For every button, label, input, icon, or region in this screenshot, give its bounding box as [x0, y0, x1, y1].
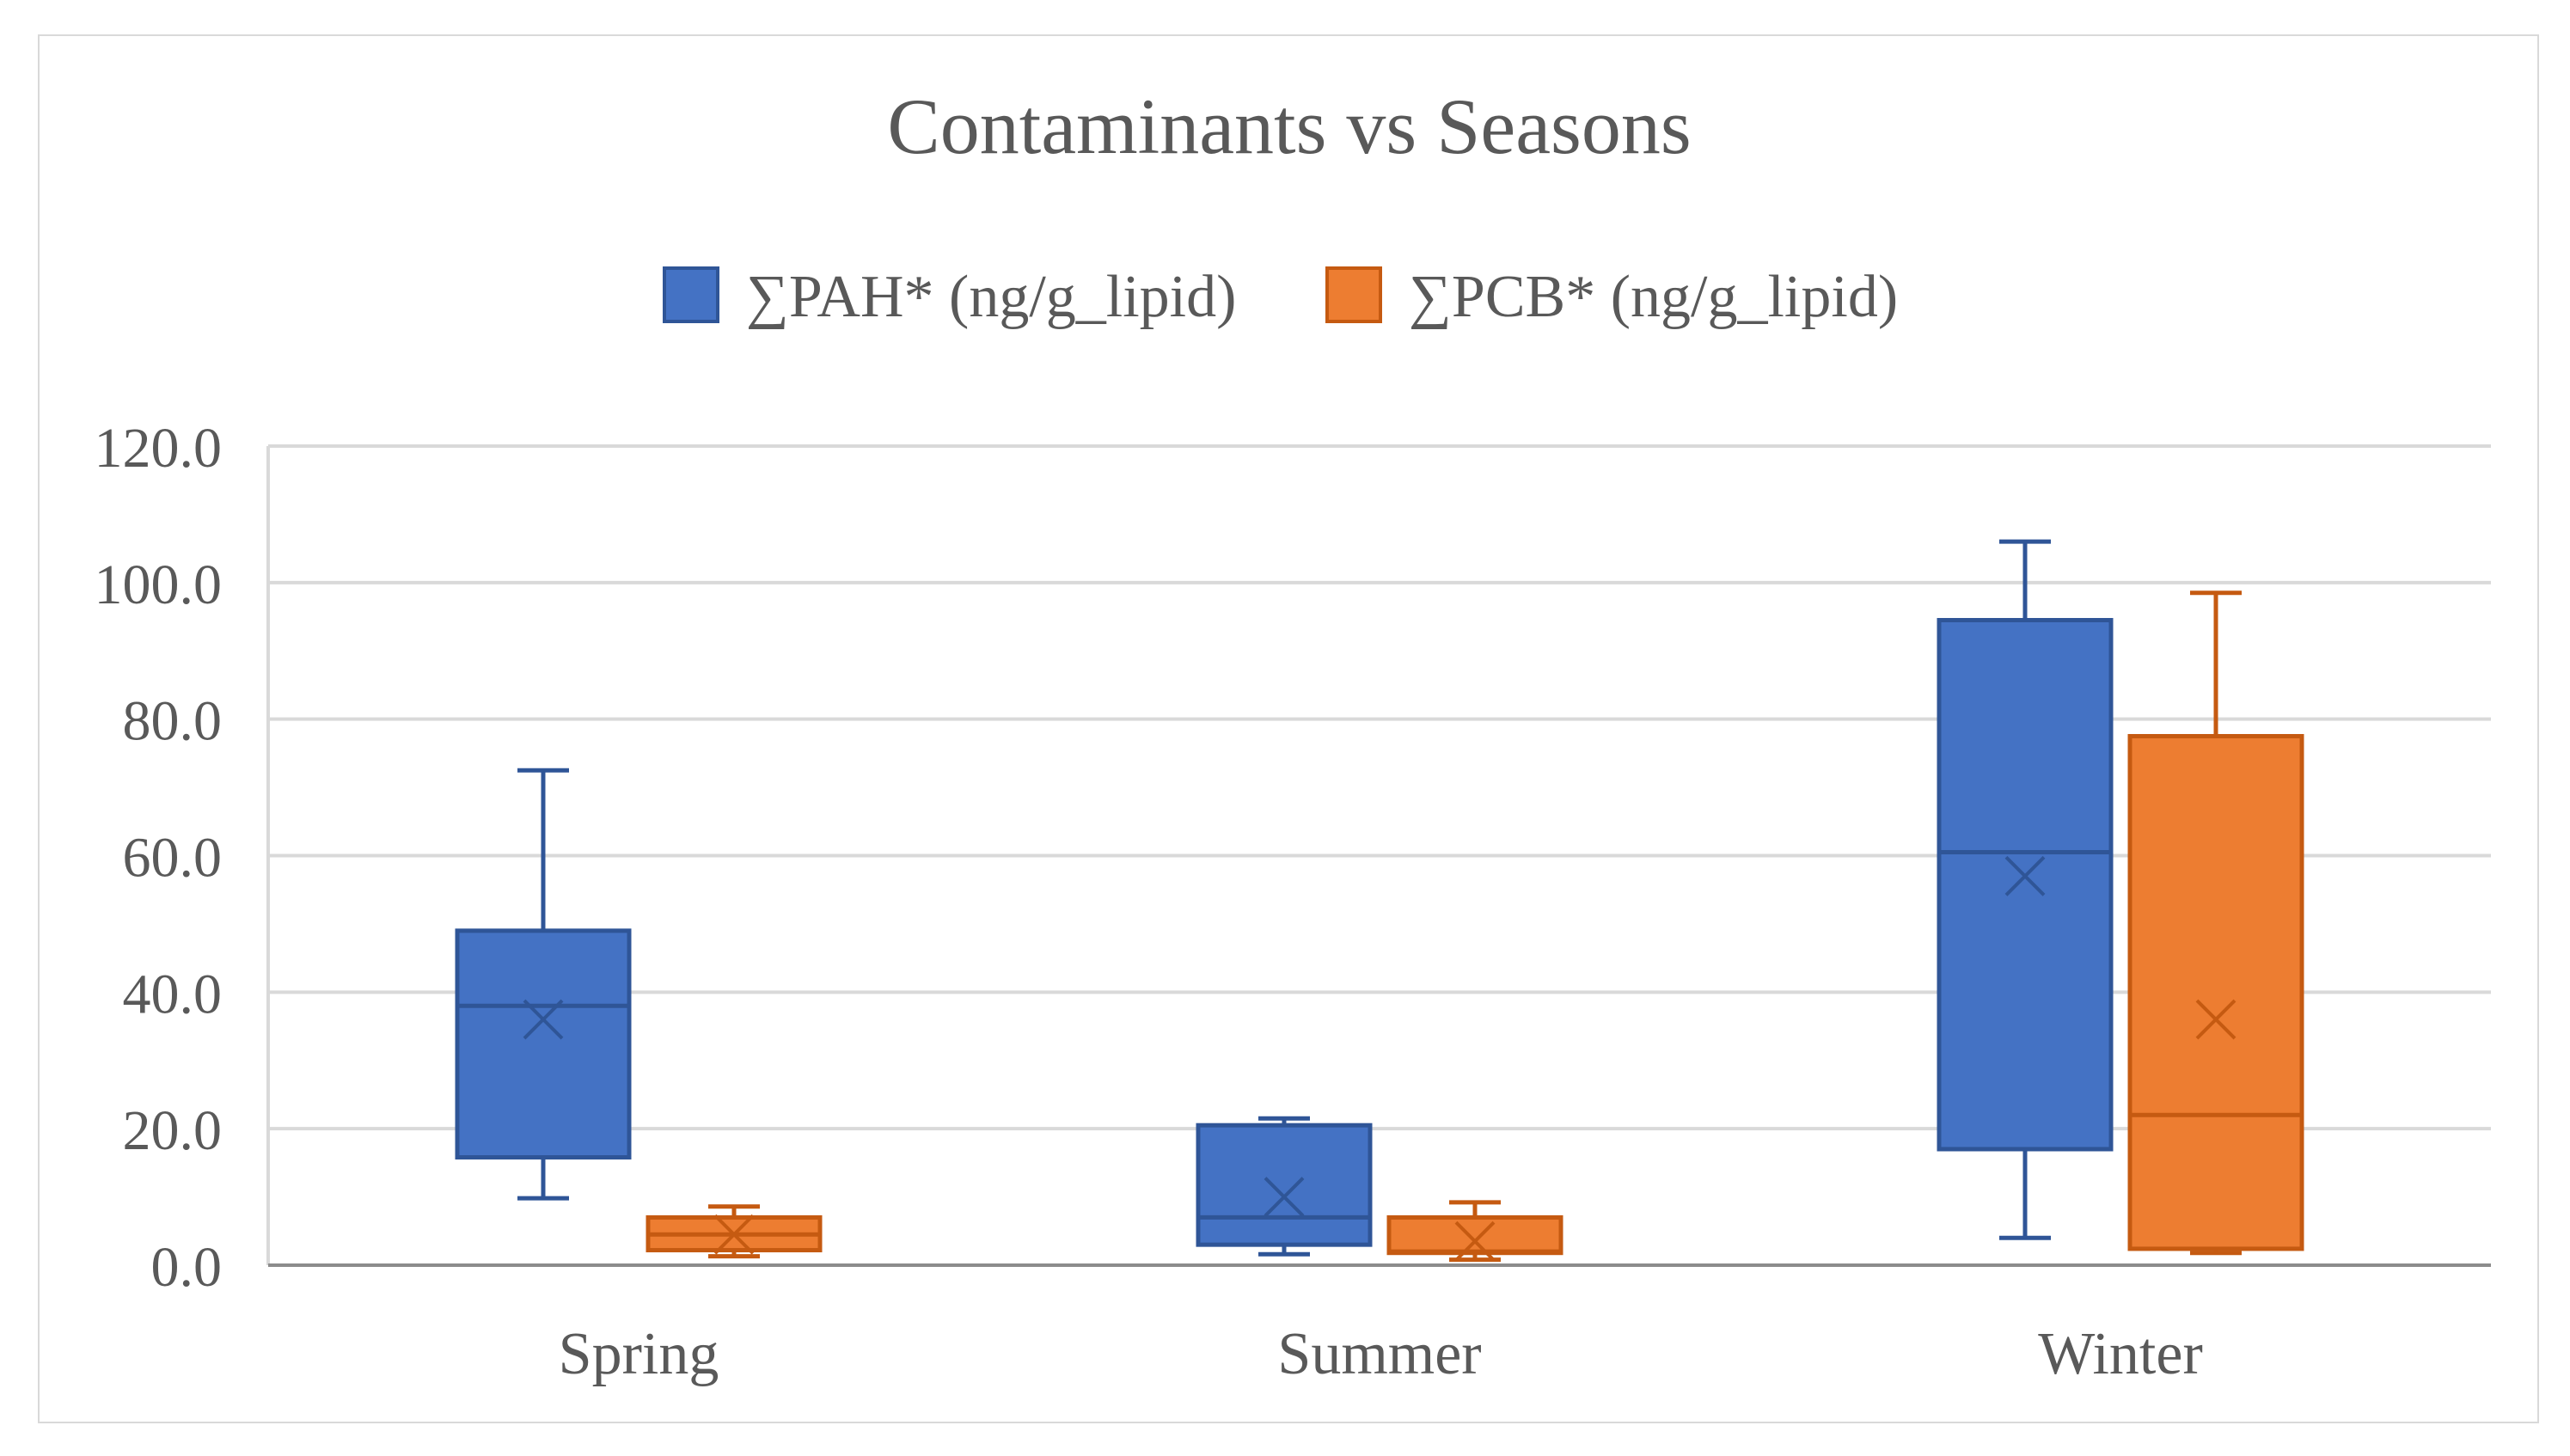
box-pcb-winter-mean-marker — [2195, 999, 2237, 1040]
x-tick-label-spring: Spring — [559, 1321, 719, 1387]
box-pah-summer — [1196, 1116, 1373, 1257]
box-pah-winter-mean-marker — [2004, 855, 2046, 896]
legend-label-pah: ∑PAH* (ng/g_lipid) — [746, 264, 1236, 330]
box-pah-winter — [1937, 539, 2114, 1240]
y-tick-label: 60.0 — [123, 827, 223, 890]
x-tick-label-winter: Winter — [2038, 1321, 2203, 1387]
legend: ∑PAH* (ng/g_lipid) ∑PCB* (ng/g_lipid) — [663, 264, 1898, 330]
x-tick-label-summer: Summer — [1277, 1321, 1481, 1387]
y-tick-label: 80.0 — [123, 690, 223, 753]
box-pah-spring-mean-marker — [523, 999, 564, 1040]
box-pcb-spring-mean-marker — [713, 1214, 755, 1255]
box-pcb-summer — [1386, 1200, 1563, 1263]
plot-area — [455, 539, 2304, 1263]
box-pah-spring — [455, 768, 632, 1201]
legend-swatch-pcb — [1325, 266, 1382, 323]
legend-swatch-pah — [663, 266, 719, 323]
chart-title: Contaminants vs Seasons — [887, 83, 1691, 170]
box-pcb-winter-iqr-box — [2127, 734, 2304, 1251]
y-axis: 0.0 20.0 40.0 60.0 80.0 100.0 120.0 — [95, 417, 270, 1299]
y-tick-label: 100.0 — [95, 554, 223, 616]
box-pah-summer-iqr-box — [1196, 1123, 1373, 1247]
box-pah-summer-mean-marker — [1264, 1177, 1305, 1217]
x-axis: Spring Summer Winter — [268, 1263, 2491, 1387]
y-tick-label: 20.0 — [123, 1099, 223, 1162]
y-tick-label: 40.0 — [123, 963, 223, 1025]
box-pcb-summer-mean-marker — [1454, 1220, 1496, 1262]
y-tick-label: 0.0 — [151, 1236, 223, 1299]
box-pcb-spring — [646, 1204, 823, 1259]
box-pcb-winter — [2127, 590, 2304, 1256]
box-pah-spring-iqr-box — [455, 928, 632, 1160]
y-tick-label: 120.0 — [95, 417, 223, 480]
box-pah-winter-iqr-box — [1937, 618, 2114, 1152]
legend-label-pcb: ∑PCB* (ng/g_lipid) — [1409, 264, 1898, 330]
box-pcb-summer-iqr-box — [1386, 1214, 1563, 1256]
